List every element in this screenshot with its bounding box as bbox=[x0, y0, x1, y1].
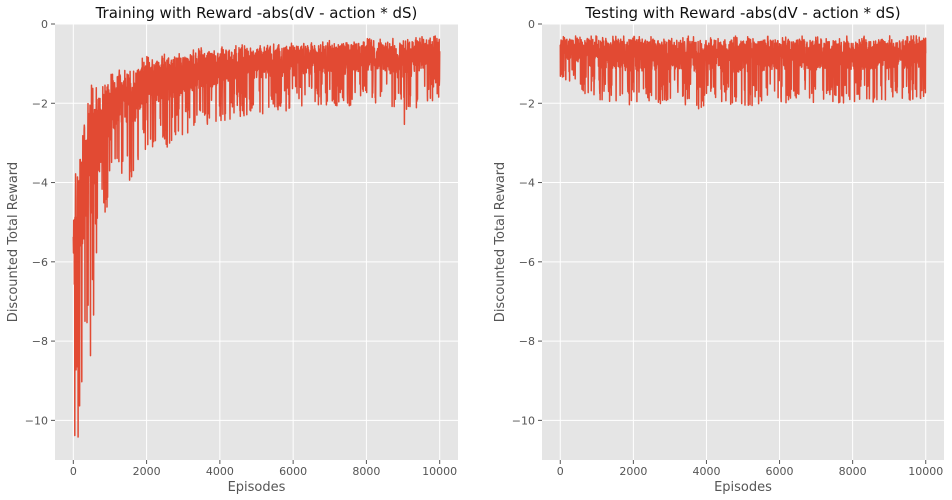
x-axis-label: Episodes bbox=[228, 480, 286, 495]
y-axis-label: Discounted Total Reward bbox=[6, 162, 21, 322]
x-tick-label: 4000 bbox=[206, 465, 234, 478]
y-tick-label: −2 bbox=[32, 97, 48, 110]
reward-series-line bbox=[559, 35, 927, 110]
x-tick-label: 6000 bbox=[279, 465, 307, 478]
y-tick-label: −4 bbox=[519, 177, 535, 190]
x-tick-label: 8000 bbox=[352, 465, 380, 478]
x-tick-label: 4000 bbox=[692, 465, 720, 478]
x-tick-label: 2000 bbox=[619, 465, 647, 478]
reward-series-line bbox=[72, 35, 441, 438]
y-tick-label: −6 bbox=[32, 256, 48, 269]
y-tick-label: −8 bbox=[32, 335, 48, 348]
x-tick-label: 8000 bbox=[839, 465, 867, 478]
chart-panel-2: 0 2000 4000 6000 8000 10000 −10 −8 −6 −4 −2 0 Testin… bbox=[493, 4, 944, 495]
y-axis-label: Discounted Total Reward bbox=[493, 162, 508, 322]
chart-title: Testing with Reward -abs(dV - action * d… bbox=[584, 4, 900, 22]
y-tick-label: −8 bbox=[519, 335, 535, 348]
y-tick-label: 0 bbox=[41, 18, 48, 31]
x-tick-label: 2000 bbox=[133, 465, 161, 478]
y-tick-label: −2 bbox=[519, 97, 535, 110]
chart-panel-1: 0 2000 4000 6000 8000 10000 −10 −8 −6 −4 −2 0 Traini… bbox=[6, 4, 458, 495]
x-axis-label: Episodes bbox=[714, 480, 772, 495]
x-tick-label: 6000 bbox=[766, 465, 794, 478]
y-tick-label: −6 bbox=[519, 256, 535, 269]
x-tick-label: 0 bbox=[70, 465, 77, 478]
y-tick-label: −4 bbox=[32, 177, 48, 190]
y-tick-label: 0 bbox=[528, 18, 535, 31]
chart-title: Training with Reward -abs(dV - action * … bbox=[95, 4, 418, 22]
x-tick-label: 10000 bbox=[908, 465, 943, 478]
y-tick-label: −10 bbox=[512, 414, 535, 427]
x-tick-label: 10000 bbox=[422, 465, 457, 478]
y-tick-label: −10 bbox=[25, 414, 48, 427]
x-tick-label: 0 bbox=[557, 465, 564, 478]
